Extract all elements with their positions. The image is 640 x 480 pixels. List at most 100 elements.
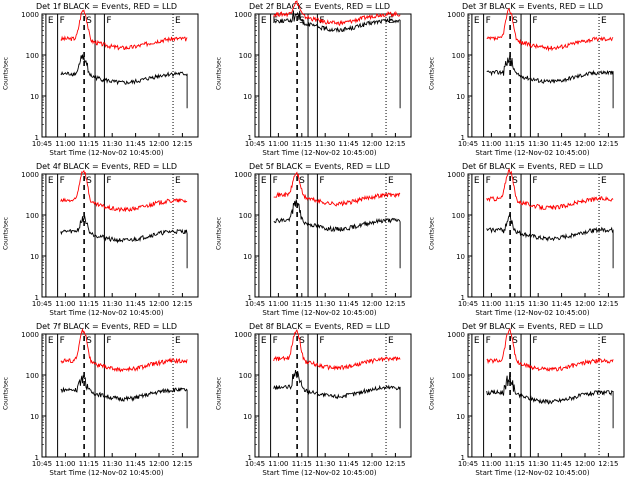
lld-series-line xyxy=(486,8,614,52)
lld-series-line xyxy=(486,168,614,211)
lightcurve-plot: 1 10 100 1000 10:45 11:00 11:15 11:30 11:45 12:00… xyxy=(234,171,412,308)
y-tick-label: 1000 xyxy=(447,171,465,179)
y-tick-label: 100 xyxy=(452,212,465,220)
interval-marker-label: E xyxy=(175,176,181,186)
interval-marker-label: E xyxy=(601,176,607,186)
lightcurve-plot: 1 10 100 1000 10:45 11:00 11:15 11:30 11:45 12:00… xyxy=(21,9,199,148)
events-series-line xyxy=(60,374,188,429)
interval-marker-label: E xyxy=(388,336,394,346)
plot-frame xyxy=(41,173,199,298)
x-tick-label: 11:00 xyxy=(55,300,75,308)
interval-marker-label: F xyxy=(486,16,491,26)
x-tick-label: 11:45 xyxy=(552,300,572,308)
x-tick-label: 12:15 xyxy=(598,140,618,148)
lightcurve-plot: 1 10 100 1000 10:45 11:00 11:15 11:30 11:45 12:00… xyxy=(447,8,625,148)
y-tick-label: 1000 xyxy=(21,171,39,179)
x-tick-label: 11:45 xyxy=(552,140,572,148)
y-tick-label: 10 xyxy=(243,93,252,101)
y-tick-label: 1000 xyxy=(234,331,252,339)
x-tick-label: 12:15 xyxy=(385,140,405,148)
y-tick-label: 10 xyxy=(456,253,465,261)
detector-panel: Det 1f BLACK = Events, RED = LLD 1 10 100 10… xyxy=(0,0,213,160)
x-tick-label: 12:15 xyxy=(172,460,192,468)
x-tick-label: 11:00 xyxy=(268,300,288,308)
x-tick-label: 10:45 xyxy=(458,140,478,148)
y-tick-label: 1 xyxy=(248,294,252,302)
y-tick-label: 1 xyxy=(35,294,39,302)
lightcurve-plot: 1 10 100 1000 10:45 11:00 11:15 11:30 11:45 12:00… xyxy=(21,328,199,468)
interval-marker-label: S xyxy=(299,336,305,346)
y-tick-label: 1 xyxy=(248,454,252,462)
x-tick-label: 11:00 xyxy=(55,460,75,468)
x-tick-label: 11:15 xyxy=(79,300,99,308)
x-tick-label: 11:45 xyxy=(552,460,572,468)
x-tick-label: 10:45 xyxy=(245,140,265,148)
x-tick-label: 11:30 xyxy=(528,460,548,468)
interval-marker-label: E xyxy=(48,16,54,26)
events-series-line xyxy=(273,10,401,109)
y-tick-label: 10 xyxy=(243,253,252,261)
lld-series-line xyxy=(273,0,401,27)
y-tick-label: 100 xyxy=(239,372,252,380)
y-tick-label: 1 xyxy=(461,294,465,302)
y-axis-label: Counts/sec xyxy=(215,376,223,411)
plot-frame xyxy=(41,333,199,458)
x-tick-label: 11:30 xyxy=(528,300,548,308)
y-tick-label: 100 xyxy=(26,212,39,220)
panel-title: Det 1f BLACK = Events, RED = LLD xyxy=(35,2,178,11)
interval-marker-label: F xyxy=(532,16,537,26)
lightcurve-plot: 1 10 100 1000 10:45 11:00 11:15 11:30 11:45 12:00… xyxy=(21,169,199,308)
x-tick-label: 11:00 xyxy=(481,140,501,148)
interval-marker-label: E xyxy=(388,176,394,186)
interval-marker-label: F xyxy=(319,336,324,346)
interval-marker-label: E xyxy=(175,16,181,26)
x-tick-label: 12:00 xyxy=(149,460,169,468)
interval-marker-label: E xyxy=(261,16,267,26)
x-tick-label: 11:45 xyxy=(339,140,359,148)
y-tick-label: 1000 xyxy=(21,331,39,339)
x-tick-label: 11:00 xyxy=(481,300,501,308)
x-tick-label: 11:15 xyxy=(505,300,525,308)
x-tick-label: 11:30 xyxy=(315,460,335,468)
x-tick-label: 12:00 xyxy=(575,140,595,148)
plot-frame xyxy=(467,13,625,138)
interval-marker-label: E xyxy=(175,336,181,346)
events-series-line xyxy=(60,54,188,109)
lightcurve-plot: 1 10 100 1000 10:45 11:00 11:15 11:30 11:45 12:00… xyxy=(447,168,625,308)
x-axis-label: Start Time (12-Nov-02 10:45:00) xyxy=(475,149,590,157)
events-series-line xyxy=(486,54,614,109)
y-axis-label: Counts/sec xyxy=(2,216,10,251)
x-tick-label: 11:45 xyxy=(339,460,359,468)
x-tick-label: 12:00 xyxy=(149,140,169,148)
x-axis-label: Start Time (12-Nov-02 10:45:00) xyxy=(49,309,164,317)
lld-series-line xyxy=(60,328,188,373)
y-tick-label: 1 xyxy=(248,134,252,142)
panel-title: Det 7f BLACK = Events, RED = LLD xyxy=(35,322,178,331)
y-tick-label: 100 xyxy=(239,212,252,220)
y-tick-label: 100 xyxy=(239,52,252,60)
detector-panel: Det 9f BLACK = Events, RED = LLD 1 10 100 10… xyxy=(426,320,639,480)
interval-marker-label: S xyxy=(512,16,518,26)
lld-series-line xyxy=(486,327,614,372)
interval-marker-label: S xyxy=(86,176,92,186)
x-tick-label: 12:15 xyxy=(172,140,192,148)
x-tick-label: 11:15 xyxy=(292,460,312,468)
interval-marker-label: E xyxy=(48,176,54,186)
interval-marker-label: S xyxy=(512,336,518,346)
y-tick-label: 10 xyxy=(243,413,252,421)
panel-title: Det 3f BLACK = Events, RED = LLD xyxy=(461,2,604,11)
x-axis-label: Start Time (12-Nov-02 10:45:00) xyxy=(262,309,377,317)
panel-title: Det 9f BLACK = Events, RED = LLD xyxy=(461,322,604,331)
y-axis-label: Counts/sec xyxy=(428,376,436,411)
interval-marker-label: F xyxy=(106,176,111,186)
x-axis-label: Start Time (12-Nov-02 10:45:00) xyxy=(475,309,590,317)
x-tick-label: 11:00 xyxy=(268,460,288,468)
x-tick-label: 10:45 xyxy=(458,460,478,468)
x-tick-label: 11:00 xyxy=(55,140,75,148)
y-tick-label: 100 xyxy=(26,52,39,60)
y-tick-label: 1000 xyxy=(447,331,465,339)
interval-marker-label: F xyxy=(319,176,324,186)
x-tick-label: 10:45 xyxy=(32,460,52,468)
x-axis-label: Start Time (12-Nov-02 10:45:00) xyxy=(49,469,164,477)
x-tick-label: 12:00 xyxy=(362,140,382,148)
